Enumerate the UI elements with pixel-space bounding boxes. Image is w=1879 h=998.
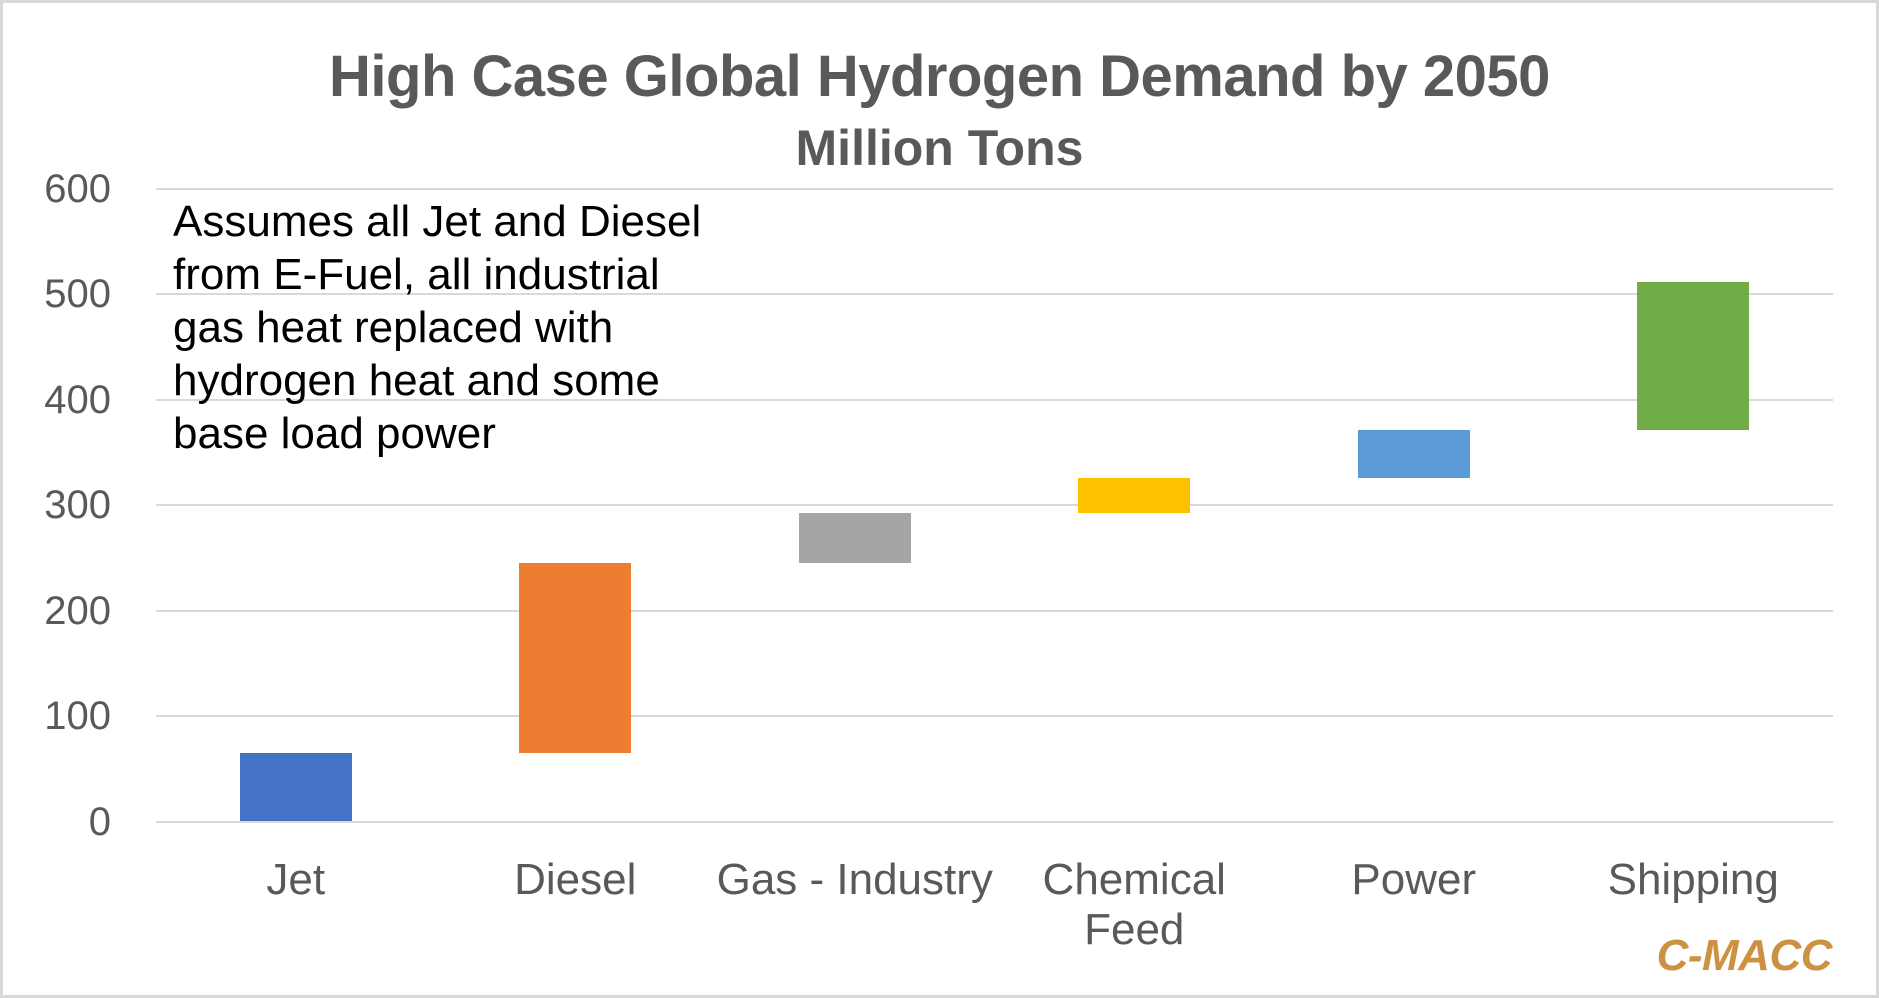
x-axis-label-power: Power: [1351, 855, 1477, 904]
x-axis-label-diesel: Diesel: [514, 855, 637, 904]
x-axis-label-jet: Jet: [266, 855, 326, 904]
gridline-400: [156, 398, 1833, 401]
bar-chemical-feed: [1078, 477, 1191, 513]
bar-power: [1357, 430, 1470, 478]
bar-diesel: [519, 563, 632, 753]
x-axis-label-gas-industry: Gas - Industry: [716, 855, 993, 904]
gridline-600: [156, 188, 1833, 190]
chart-subtitle: Million Tons: [795, 120, 1084, 176]
x-axis-label-shipping: Shipping: [1607, 855, 1779, 904]
y-axis-tick-400: 400: [44, 377, 111, 422]
y-axis-tick-500: 500: [44, 272, 111, 317]
y-axis-tick-0: 0: [88, 799, 111, 844]
y-axis-tick-300: 300: [44, 483, 111, 528]
plot-area: 0 100 200 300 400 500 600 Jet Diesel Gas - Indust…: [3, 3, 1876, 995]
bar-shipping: [1637, 281, 1750, 431]
brand-logo: C-MACC: [1656, 931, 1833, 980]
chart-annotation: Assumes all Jet and Diesel from E-Fuel, …: [173, 197, 702, 458]
gridline-0: [156, 820, 1833, 823]
chart-title: High Case Global Hydrogen Demand by 2050: [329, 44, 1550, 109]
y-axis-tick-200: 200: [44, 588, 111, 633]
gridline-100: [156, 715, 1833, 718]
gridline-500: [156, 293, 1833, 296]
gridline-200: [156, 609, 1833, 612]
y-axis-tick-600: 600: [44, 167, 111, 211]
bar-gas-industry: [798, 512, 911, 564]
x-axis-label-chemical-feed: Chemical Feed: [1042, 855, 1226, 954]
gridline-300: [156, 504, 1833, 507]
bar-jet: [239, 752, 352, 822]
y-axis-tick-100: 100: [44, 694, 111, 739]
